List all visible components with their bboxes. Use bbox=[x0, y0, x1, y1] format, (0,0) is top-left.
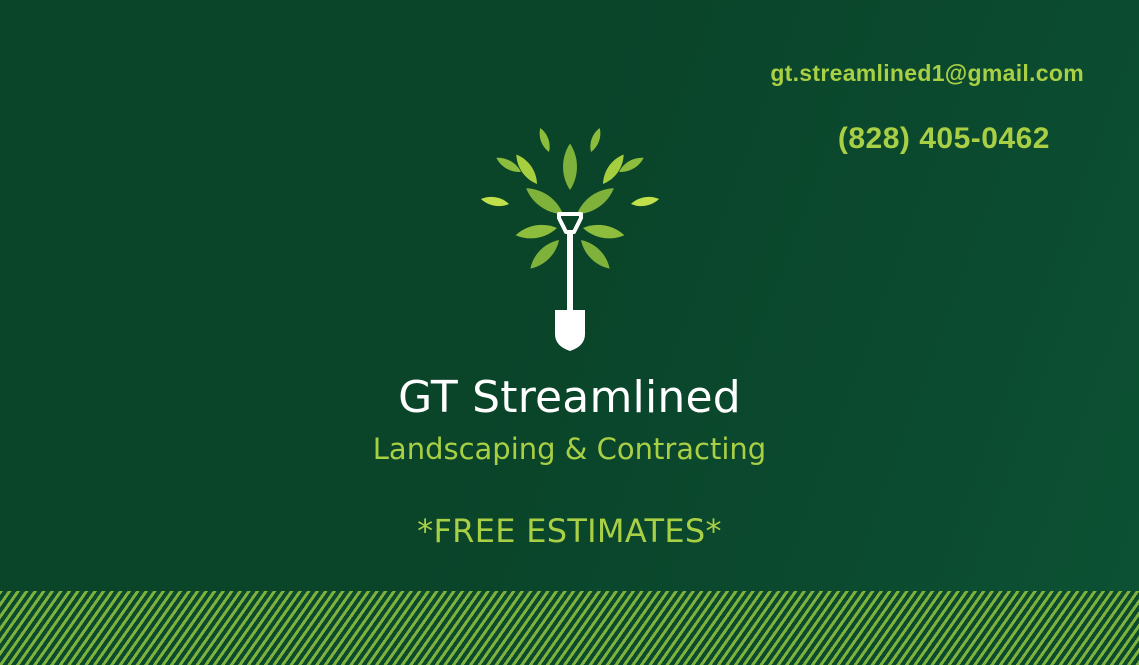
phone-number: (828) 405-0462 bbox=[837, 122, 1050, 155]
company-tagline: Landscaping & Contracting bbox=[372, 432, 767, 466]
free-estimates-text: *FREE ESTIMATES* bbox=[417, 512, 722, 550]
decorative-stripe-band bbox=[0, 591, 1139, 665]
tree-shovel-icon bbox=[475, 122, 665, 357]
company-name: GT Streamlined bbox=[398, 372, 741, 423]
email-address: gt.streamlined1@gmail.com bbox=[770, 60, 1084, 86]
